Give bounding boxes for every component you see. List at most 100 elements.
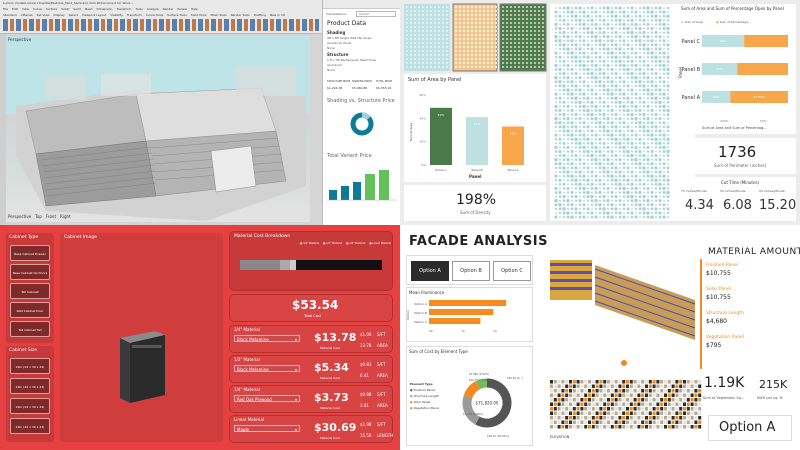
size-button-4[interactable]: 24in (24 x 30 x 24): [10, 418, 50, 434]
cost-donut-card: Sum of Cost by Element Type Element Type…: [406, 346, 533, 446]
material-cost-value: $5.34: [314, 361, 349, 374]
perspective-viewport[interactable]: Perspective Perspective Top Front Right: [6, 36, 310, 222]
structure-opt-3[interactable]: None: [327, 68, 335, 72]
menu-item-6[interactable]: Solid: [73, 7, 81, 11]
toolbar-tab-1[interactable]: CPlanes: [20, 13, 33, 17]
breakdown-segment: [280, 260, 290, 270]
material-title: 1/4" Material: [234, 387, 260, 392]
total-cost-card: $53.54 Total Cost: [229, 294, 393, 322]
size-button-2[interactable]: 24in (24 x 30 x 24): [10, 378, 50, 394]
menu-item-0[interactable]: File: [3, 7, 9, 11]
density-value: 198%: [456, 192, 497, 208]
material-card: 3/4" Material Black Melamine ▾ $13.78 Materi…: [229, 325, 393, 353]
option-b-button[interactable]: Option B: [452, 261, 490, 281]
material-cost-label: Material Cost: [320, 436, 340, 440]
donut-slice: [462, 395, 480, 425]
cabinet-size-section: Cabinet Size 24in (24 x 30 x 24) 24in (2…: [6, 346, 54, 442]
type-button-3[interactable]: Tall Cabinet: [10, 283, 50, 299]
shading-opt-3[interactable]: None: [327, 46, 335, 50]
search-input[interactable]: Search: [356, 11, 396, 17]
viewport-tabs[interactable]: Perspective Top Front Right: [8, 214, 75, 219]
toolbar-tab-3[interactable]: Display: [53, 13, 65, 17]
menu-item-13[interactable]: Panels: [177, 7, 187, 11]
material-select[interactable]: Red Oak Plywood ▾: [234, 395, 300, 402]
toolbar-tabs[interactable]: Standard CPlanes Set View Display Select View…: [3, 13, 289, 17]
material-select[interactable]: Black Melamine ▾: [234, 365, 300, 372]
unit-label: S/FT: [377, 422, 386, 427]
left-toolbar[interactable]: [0, 34, 6, 225]
size-button-3[interactable]: 24in (24 x 30 x 24): [10, 398, 50, 414]
shading-opt-1[interactable]: 4ft x 8ft Single Wall Hip Slope: [327, 36, 372, 40]
menu-item-2[interactable]: View: [21, 7, 29, 11]
material-select[interactable]: Black Melamine ▾: [234, 335, 300, 342]
donut-slice: [463, 381, 481, 399]
shading-opt-2[interactable]: Aluminum Panel: [327, 41, 352, 45]
cut-header-50: 50 inches/Minute: [720, 189, 746, 193]
menu-item-7[interactable]: Mesh: [84, 7, 93, 11]
toolbar-tab-10[interactable]: Solid Tools: [190, 13, 207, 17]
menu-item-4[interactable]: Surface: [45, 7, 58, 11]
toolbar-tab-4[interactable]: Select: [68, 13, 78, 17]
option-c-button[interactable]: Option C: [493, 261, 531, 281]
toolbar-tab-9[interactable]: Surface Tools: [167, 13, 187, 17]
menu-item-5[interactable]: SubD: [61, 7, 70, 11]
toolbar-tab-2[interactable]: Set View: [36, 13, 50, 17]
menu-item-8[interactable]: Dimension: [96, 7, 113, 11]
menu-bar[interactable]: File Edit View Curve Surface SubD Solid Mesh Dim…: [3, 7, 202, 11]
hbar-segment: [737, 63, 788, 75]
toolbar-tab-0[interactable]: Standard: [3, 13, 17, 17]
perimeter-label: Sum of Perimeter (inches): [714, 163, 767, 168]
type-button-2[interactable]: Base Cabinet No Doors: [10, 264, 50, 280]
cut-value-50: 6.08: [723, 198, 752, 213]
menu-item-10[interactable]: Tools: [135, 7, 143, 11]
rhino-menubar: Lumion model/Lumion-Hospital(Pastores_Fa…: [0, 0, 322, 34]
panel-thumb-b[interactable]: [452, 3, 498, 72]
toolbar-tab-8[interactable]: Curve Tools: [145, 13, 164, 17]
structure-opt-2[interactable]: Aluminum: [327, 63, 343, 67]
table-value-total: $6,355.16: [376, 86, 392, 90]
size-button-1[interactable]: 24in (24 x 30 x 24): [10, 358, 50, 374]
toolbar-tab-12[interactable]: Render Tools: [230, 13, 250, 17]
toolbar-tab-11[interactable]: Mesh Tools: [210, 13, 227, 17]
option-a-button[interactable]: Option A: [411, 261, 449, 281]
viewport-tab-1[interactable]: Top: [35, 214, 42, 219]
unit-price: $0.98: [360, 392, 372, 397]
hbar-segment: [702, 63, 738, 75]
toolbar-tab-14[interactable]: New in V6: [269, 13, 286, 17]
menu-item-12[interactable]: Render: [162, 7, 174, 11]
hbar-label: 41%: [716, 67, 723, 71]
menu-item-9[interactable]: Transform: [116, 7, 132, 11]
menu-item-1[interactable]: Edit: [12, 7, 18, 11]
breakdown-legend-2: ● 1/4" Material: [346, 242, 366, 245]
toolbar-tab-7[interactable]: Transform: [126, 13, 142, 17]
product-data-title: Product Data: [327, 20, 367, 27]
amount-label: Structure Length: [706, 311, 744, 316]
table-header-total: TOTAL PRICE: [376, 80, 393, 83]
menu-item-11[interactable]: Analyze: [146, 7, 159, 11]
breakdown-legend: ● 3/4" Material ● 1/2" Material ● 1/4" Mat…: [300, 242, 395, 245]
material-select[interactable]: Maple ▾: [234, 425, 300, 432]
menu-item-14[interactable]: Help: [190, 7, 198, 11]
type-button-4[interactable]: Wall Cabinet Door: [10, 302, 50, 318]
legend-percentage: ● Sum of Percentage...: [716, 20, 751, 24]
toolbar-icons[interactable]: [3, 19, 319, 31]
viewport-tab-2[interactable]: Front: [45, 214, 57, 219]
type-button-5[interactable]: Tall Cabinet Tall: [10, 321, 50, 337]
toolbar-tab-13[interactable]: Drafting: [253, 13, 266, 17]
area-bar: [466, 117, 488, 165]
toolbar-tab-5[interactable]: Viewport Layout: [81, 13, 107, 17]
viewport-tab-3[interactable]: Right: [60, 214, 71, 219]
donut-slice-label: $4,680 (6.52%): [469, 372, 489, 376]
toolbar-tab-6[interactable]: Visibility: [110, 13, 123, 17]
material-select-value: Black Melamine: [237, 367, 269, 372]
donut-legend-item: ● Vegetation Panel: [410, 406, 439, 410]
tab-visualizations[interactable]: Visualizations: [326, 12, 347, 16]
illum-category: Option B: [414, 311, 427, 315]
area-open-ylabel: Panel: [677, 67, 683, 78]
menu-item-3[interactable]: Curve: [32, 7, 42, 11]
type-button-1[interactable]: Base Cabinet Drawer: [10, 245, 50, 261]
cost-breakdown-card: Material Cost Breakdown ● 3/4" Material ●…: [229, 231, 393, 291]
total-cost-value: $53.54: [292, 298, 339, 312]
viewport-tab-0[interactable]: Perspective: [8, 214, 32, 219]
structure-opt-1[interactable]: 1 ft x 4ft Rectangular Steel Truss: [327, 58, 377, 62]
